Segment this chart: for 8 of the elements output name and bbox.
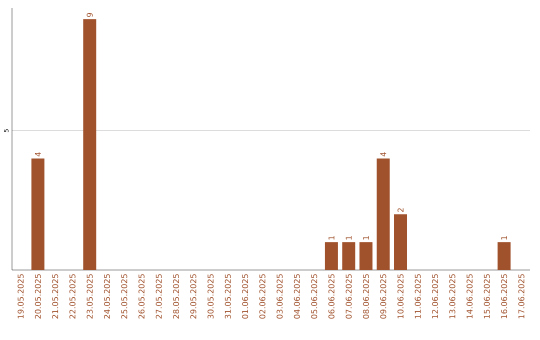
bar [376,158,390,270]
bar [83,19,96,270]
bar [394,214,408,270]
bar [324,242,338,270]
bar [359,242,372,270]
bar [342,242,356,270]
bar [498,242,511,270]
bar [31,158,44,270]
